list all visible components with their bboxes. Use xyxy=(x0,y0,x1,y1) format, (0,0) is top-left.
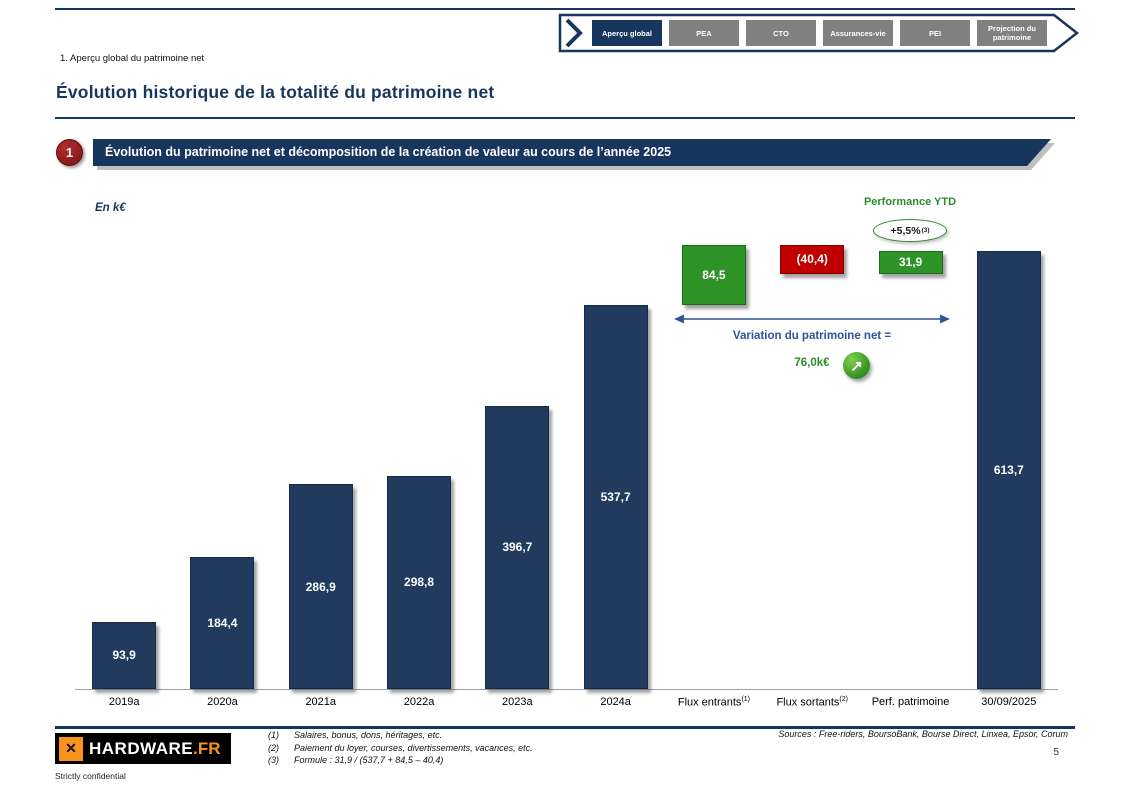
unit-label: En k€ xyxy=(95,202,126,214)
performance-ytd-label: Performance YTD xyxy=(863,196,957,208)
nav-tab-projection-du-patrimoine[interactable]: Projection du patrimoine xyxy=(977,20,1047,46)
chart-bar-30-09-2025: 613,7 xyxy=(976,250,1041,689)
variation-span-arrow-icon xyxy=(674,314,950,324)
nav-banner: Aperçu global PEA CTO Assurances-vie PEI Proj… xyxy=(558,13,1080,53)
confidential-label: Strictly confidential xyxy=(55,771,126,781)
nav-tab-pea[interactable]: PEA xyxy=(669,20,739,46)
chart-bar-value: 396,7 xyxy=(502,540,533,555)
chart-bar-2020a: 184,4 xyxy=(190,557,255,689)
performance-ytd-value: +5,5% xyxy=(890,224,921,237)
chart-bar-value: 537,7 xyxy=(600,490,631,505)
title-rule xyxy=(55,117,1075,119)
chart-axis-label-2020a: 2020a xyxy=(207,696,238,708)
page-number: 5 xyxy=(1053,747,1059,758)
chart-bar-2019a: 93,9 xyxy=(92,621,157,689)
nav-tab-pei[interactable]: PEI xyxy=(900,20,970,46)
chart-bar-value: (40,4) xyxy=(796,252,828,267)
chart-axis-label-flux-sortants: Flux sortants(2) xyxy=(776,696,848,709)
logo-text: HARDWARE xyxy=(89,738,194,758)
chart-bar-2022a: 298,8 xyxy=(387,475,452,689)
hardware-fr-logo: ✕ HARDWARE.FR xyxy=(55,733,231,764)
chart-axis-label-2022a: 2022a xyxy=(403,696,435,708)
footnote: (1) Salaires, bonus, dons, héritages, etc… xyxy=(268,730,443,740)
logo-suffix: .FR xyxy=(193,738,221,758)
variation-label: Variation du patrimoine net = xyxy=(732,330,892,342)
chart-bar-perf-patrimoine: 31,9 xyxy=(878,250,943,274)
top-rule xyxy=(55,8,1075,10)
chart-axis-label-perf-patrimoine: Perf. patrimoine xyxy=(871,696,950,708)
chart-title-banner: Évolution du patrimoine net et décomposi… xyxy=(93,139,1051,166)
growth-arrow-icon: ↗ xyxy=(843,352,870,379)
chart-plot: 93,9 184,4 286,9 298,8 396,7 537,7 84,5 (40,4) 3… xyxy=(75,230,1058,690)
chart-bar-value: 613,7 xyxy=(993,462,1024,477)
footnotes: (1) Salaires, bonus, dons, héritages, etc… xyxy=(268,729,533,767)
chart-bar-value: 84,5 xyxy=(702,267,726,282)
chart-axis-label-2021a: 2021a xyxy=(305,696,337,708)
performance-ytd-badge: +5,5% (3) xyxy=(873,219,947,242)
hardware-logo-icon: ✕ xyxy=(59,736,83,761)
chart-bar-value: 286,9 xyxy=(305,579,336,594)
chart-axis-label-2019a: 2019a xyxy=(108,696,140,708)
chart-axis-label-2024a: 2024a xyxy=(600,696,631,708)
footnote: (3) Formule : 31,9 / (537,7 + 84,5 – 40,4… xyxy=(268,755,444,766)
chart-bar-2023a: 396,7 xyxy=(485,405,550,689)
chart-bar-2021a: 286,9 xyxy=(288,484,353,689)
chart-bar-2024a: 537,7 xyxy=(583,305,648,689)
chevron-right-icon xyxy=(565,18,583,48)
chart-bar-flux-sortants: (40,4) xyxy=(780,244,845,274)
chart-bar-value: 298,8 xyxy=(404,575,435,590)
nav-tabs: Aperçu global PEA CTO Assurances-vie PEI Proj… xyxy=(592,20,1047,46)
sources: Sources : Free-riders, BoursoBank, Bours… xyxy=(778,729,1068,739)
variation-value: 76,0k€ xyxy=(794,357,830,369)
chart-axis-label-flux-entrants: Flux entrants(1) xyxy=(677,696,750,709)
bottom-rule xyxy=(55,726,1075,729)
chart-axis-label-30-09-2025: 30/09/2025 xyxy=(981,696,1037,708)
chart-area: En k€ Performance YTD +5,5% (3) 93,9 184,4… xyxy=(55,190,1068,720)
nav-tab-cto[interactable]: CTO xyxy=(746,20,816,46)
chart-bar-value: 31,9 xyxy=(898,255,923,270)
banner-number-badge: 1 xyxy=(56,139,83,166)
chart-bar-value: 93,9 xyxy=(112,648,136,663)
chart-axis-label-2023a: 2023a xyxy=(502,696,533,708)
chart-axis-labels: 2019a 2020a 2021a 2022a 2023a 2024a Flux entra… xyxy=(75,696,1058,709)
chart-bar-value: 184,4 xyxy=(207,616,238,631)
nav-tab-aper-u-global[interactable]: Aperçu global xyxy=(592,20,662,46)
page-title: Évolution historique de la totalité du p… xyxy=(56,82,495,102)
performance-ytd-footnote-ref: (3) xyxy=(921,227,930,234)
footnote: (2) Paiement du loyer, courses, divertiss… xyxy=(268,742,533,753)
nav-tab-assurances-vie[interactable]: Assurances-vie xyxy=(823,20,893,46)
chart-bar-flux-entrants: 84,5 xyxy=(681,244,746,306)
section-label: 1. Aperçu global du patrimoine net xyxy=(60,53,205,64)
